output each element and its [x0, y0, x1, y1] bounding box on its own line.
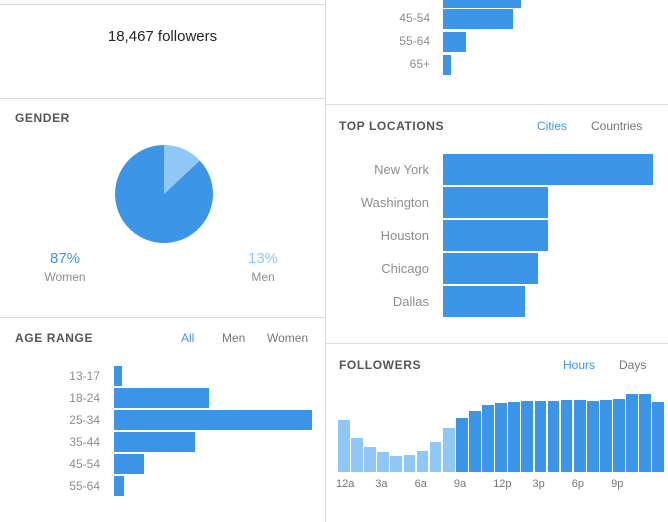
age-label: 45-54: [399, 11, 430, 25]
city-label: Chicago: [381, 261, 429, 276]
city-label: New York: [374, 162, 429, 177]
age-bar: [114, 366, 122, 386]
hour-tick-label: 3a: [375, 478, 388, 490]
hour-bar: [469, 410, 481, 472]
age-label: 18-24: [69, 391, 100, 405]
hour-bar: [652, 402, 665, 472]
hour-bar: [626, 394, 638, 472]
divider: [0, 98, 325, 99]
city-bar: [443, 154, 653, 185]
divider: [326, 104, 668, 105]
women-percent: 87%: [49, 250, 81, 267]
age-bar: [114, 454, 144, 474]
men-percent: 13%: [247, 250, 279, 267]
tab-hours[interactable]: Hours: [563, 358, 596, 372]
followers-title: FOLLOWERS: [339, 358, 422, 372]
tab-all[interactable]: All: [181, 331, 195, 345]
hour-tick-label: 9p: [611, 478, 624, 490]
column-divider: [325, 0, 326, 522]
hour-tick-label: 12p: [493, 478, 512, 490]
age-range-chart-continued: 45-54 55-64 65+: [326, 0, 668, 104]
age-range-chart: 13-17 18-24 25-34 35-44 45-54 55-64: [0, 318, 325, 522]
top-divider: [0, 4, 325, 5]
hour-bar: [560, 399, 573, 472]
age-range-panel: AGE RANGE All Men Women 13-17 18-24 25-34 3…: [0, 318, 325, 522]
age-range-title: AGE RANGE: [15, 331, 94, 345]
women-label: Women: [44, 270, 86, 284]
followers-panel: FOLLOWERS Hours Days 12a 3a 6a 9a 12p 3p 6p 9p: [326, 344, 668, 522]
age-label: 55-64: [69, 479, 100, 493]
top-locations-title: TOP LOCATIONS: [339, 119, 445, 133]
tab-women[interactable]: Women: [267, 331, 309, 345]
top-locations-panel: TOP LOCATIONS Cities Countries New York W…: [326, 105, 668, 343]
divider: [326, 343, 668, 344]
hour-bar: [600, 399, 612, 472]
hour-tick-label: 9a: [453, 478, 467, 490]
hour-bar: [573, 399, 586, 472]
age-label: 13-17: [69, 369, 100, 383]
pie-slice-men: [164, 145, 200, 194]
hour-bar: [351, 437, 363, 472]
hour-bar: [377, 452, 390, 472]
hour-bar: [455, 417, 468, 472]
hour-bar: [586, 401, 599, 472]
pie-slice-women: [114, 145, 213, 243]
followers-count: 18,467 followers: [107, 28, 218, 45]
hour-bar: [416, 450, 429, 472]
hour-bar: [639, 394, 652, 472]
tab-cities[interactable]: Cities: [537, 119, 568, 133]
age-label: 25-34: [69, 413, 100, 427]
men-label: Men: [251, 270, 275, 284]
divider: [0, 317, 325, 318]
tab-days[interactable]: Days: [619, 358, 647, 372]
city-bar: [443, 286, 525, 317]
age-bar: [114, 410, 312, 430]
hour-bar: [403, 454, 416, 472]
city-bar: [443, 220, 548, 251]
hour-tick-label: 6a: [414, 478, 427, 490]
age-bar: [443, 55, 451, 75]
city-bar: [443, 187, 548, 218]
hour-bar: [521, 401, 534, 472]
tab-countries[interactable]: Countries: [591, 119, 643, 133]
age-bar: [443, 0, 521, 8]
hour-bar: [364, 447, 376, 472]
age-label: 55-64: [399, 34, 430, 48]
age-label: 65+: [409, 57, 430, 71]
gender-pie-chart: [114, 145, 213, 243]
age-bar: [114, 388, 210, 408]
city-label: Washington: [360, 195, 429, 210]
hour-bar: [338, 419, 350, 472]
gender-panel: GENDER 87% Women 13% Men: [0, 99, 325, 317]
hour-tick-label: 6p: [571, 478, 585, 490]
hour-bar: [534, 401, 547, 472]
followers-count-panel: 18,467 followers: [0, 0, 325, 98]
followers-hourly-chart: 12a 3a 6a 9a 12p 3p 6p 9p: [326, 344, 668, 522]
age-bar: [114, 476, 124, 496]
city-bar: [443, 253, 538, 284]
city-label: Houston: [380, 228, 429, 243]
age-bar: [443, 9, 514, 29]
age-bar: [114, 432, 196, 452]
hour-bar: [547, 401, 560, 472]
hour-tick-label: 12a: [336, 478, 355, 490]
hour-bar: [508, 402, 521, 472]
hour-bar: [442, 427, 455, 472]
gender-title: GENDER: [15, 111, 70, 125]
hour-bar: [482, 404, 494, 472]
hour-bar: [495, 403, 507, 472]
age-label: 35-44: [69, 435, 100, 449]
hour-bar: [613, 399, 625, 472]
age-label: 45-54: [69, 457, 100, 471]
age-bar: [443, 32, 467, 52]
tab-men[interactable]: Men: [222, 331, 246, 345]
hour-bar: [390, 455, 403, 472]
top-locations-chart: New York Washington Houston Chicago Dallas: [326, 105, 668, 343]
hour-bar: [429, 441, 442, 472]
city-label: Dallas: [392, 294, 429, 309]
hour-tick-label: 3p: [532, 478, 545, 490]
age-range-continued-panel: 45-54 55-64 65+: [326, 0, 668, 104]
